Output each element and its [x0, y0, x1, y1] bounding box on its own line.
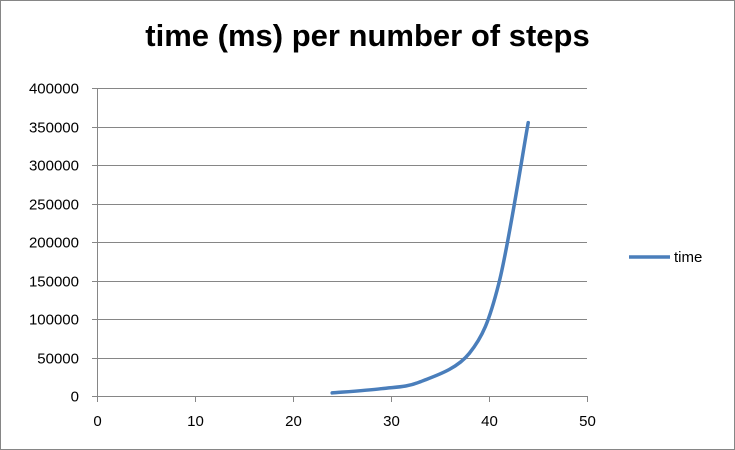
y-tick-label: 50000 — [37, 351, 79, 368]
series — [330, 120, 530, 395]
y-tick-label: 200000 — [29, 235, 79, 252]
series-line-time — [330, 120, 530, 395]
x-tick-label: 30 — [383, 413, 400, 430]
data-point — [379, 387, 383, 391]
legend: time — [629, 249, 702, 266]
x-axis-tick-labels: 0 10 20 30 40 50 — [93, 413, 596, 430]
gridlines — [97, 88, 587, 359]
data-point — [330, 391, 334, 395]
y-tick-label: 400000 — [29, 81, 79, 98]
data-point — [526, 121, 530, 125]
y-axis-tick-labels: 0 50000 100000 150000 200000 250000 300000 3500… — [29, 81, 79, 406]
data-point — [418, 380, 422, 384]
y-tick-label: 150000 — [29, 274, 79, 291]
y-tick-label: 100000 — [29, 312, 79, 329]
y-tick-label: 300000 — [29, 158, 79, 175]
y-tick-label: 0 — [71, 389, 79, 406]
x-tick-label: 50 — [579, 413, 596, 430]
legend-label: time — [674, 249, 702, 266]
data-point — [497, 282, 501, 286]
x-tick-label: 10 — [187, 413, 204, 430]
data-point — [467, 351, 471, 355]
axes — [92, 88, 588, 402]
chart-title: time (ms) per number of steps — [145, 18, 590, 53]
y-tick-label: 350000 — [29, 120, 79, 137]
x-tick-label: 20 — [285, 413, 302, 430]
y-tick-label: 250000 — [29, 197, 79, 214]
x-tick-label: 40 — [481, 413, 498, 430]
x-tick-label: 0 — [93, 413, 101, 430]
